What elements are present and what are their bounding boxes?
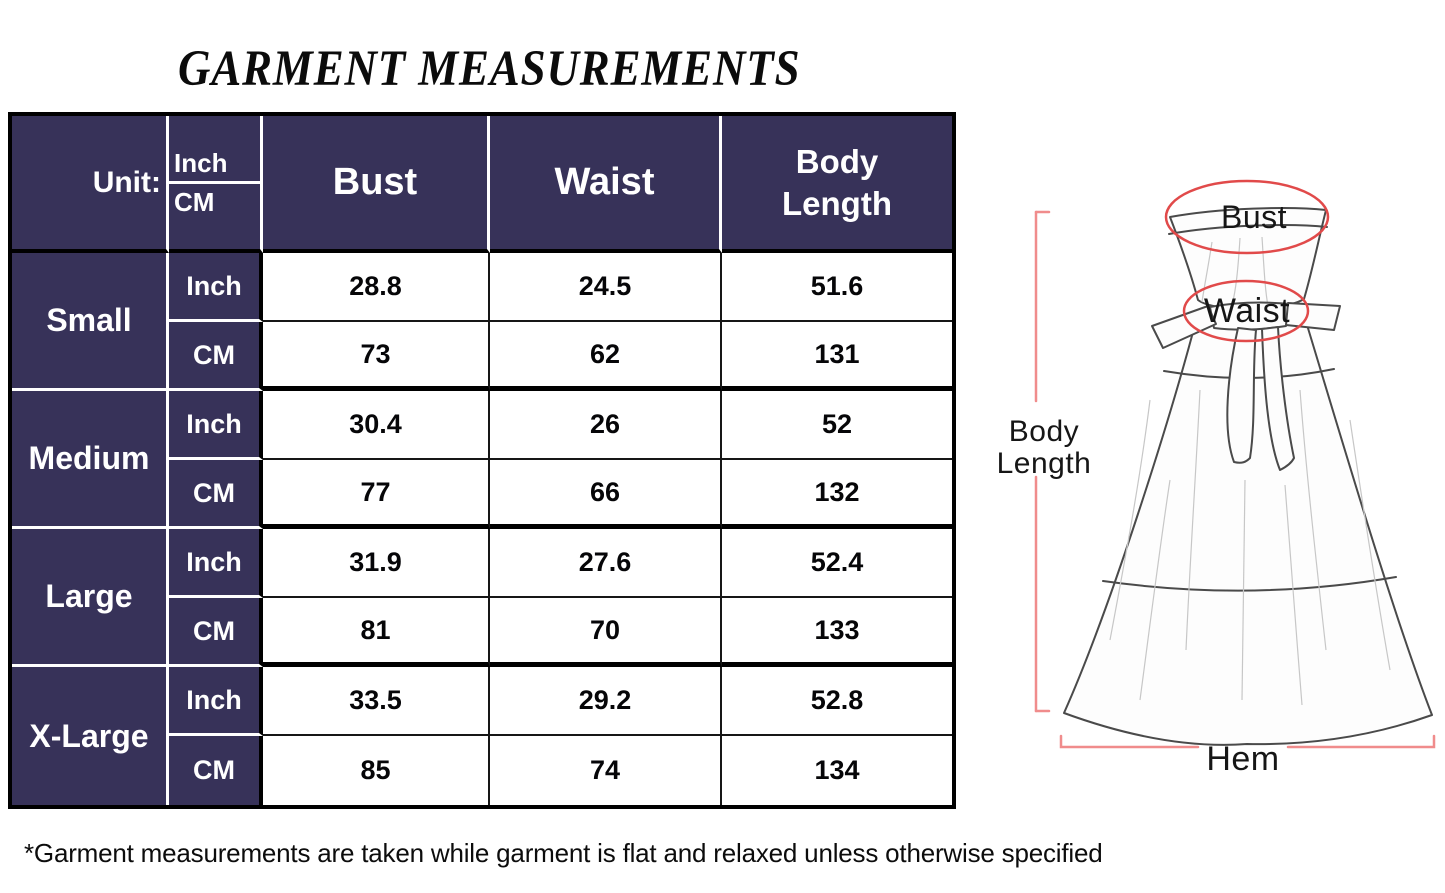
dress-diagram: Bust Waist Body Length Hem: [997, 179, 1436, 778]
measurement-cell: 29.2: [490, 667, 722, 736]
measurement-cell: 30.4: [263, 391, 490, 460]
measurement-cell: 132: [722, 460, 952, 529]
size-label-large: Large: [12, 529, 169, 667]
skirt-tier-seam: [1102, 576, 1397, 592]
row-unit-label: CM: [169, 598, 263, 667]
unit-header-cell: Unit:: [12, 116, 169, 253]
unit-cm-option: CM: [169, 181, 260, 221]
row-unit-label: CM: [169, 322, 263, 391]
unit-options-cell: Inch CM: [169, 116, 263, 253]
hem-bracket-left: [1059, 734, 1200, 749]
bust-label: Bust: [1221, 199, 1287, 235]
body-length-label-line1: Body: [1009, 415, 1079, 448]
column-header-waist: Waist: [490, 116, 722, 253]
bodice-shirring-line: [1168, 224, 1328, 235]
dress-skirt-outline: [1063, 314, 1433, 746]
measurement-cell: 24.5: [490, 253, 722, 322]
row-unit-label: CM: [169, 460, 263, 529]
page-title: GARMENT MEASUREMENTS: [178, 41, 801, 97]
row-unit-label: Inch: [169, 667, 263, 736]
measurement-cell: 33.5: [263, 667, 490, 736]
measurement-cell: 73: [263, 322, 490, 391]
measurement-cell: 26: [490, 391, 722, 460]
waist-label: Waist: [1204, 292, 1290, 330]
measurement-cell: 70: [490, 598, 722, 667]
measurement-cell: 77: [263, 460, 490, 529]
body-length-line: [1034, 210, 1051, 713]
unit-inch-option: Inch: [174, 147, 228, 178]
waist-ellipse: [1182, 279, 1310, 343]
row-unit-label: CM: [169, 736, 263, 805]
measurement-cell: 131: [722, 322, 952, 391]
measurement-cell: 74: [490, 736, 722, 805]
fabric-wrinkles: [1109, 236, 1391, 706]
column-header-body-length-text: Body Length: [782, 143, 892, 222]
measurement-cell: 52: [722, 391, 952, 460]
measurement-cell: 133: [722, 598, 952, 667]
body-length-label-line2: Length: [997, 447, 1092, 480]
measurement-cell: 66: [490, 460, 722, 529]
measurement-cell: 62: [490, 322, 722, 391]
waist-bow: [1151, 301, 1341, 471]
measurement-cell: 28.8: [263, 253, 490, 322]
measurement-cell: 31.9: [263, 529, 490, 598]
bust-ellipse: [1164, 179, 1330, 255]
measurement-cell: 52.8: [722, 667, 952, 736]
measurement-cell: 81: [263, 598, 490, 667]
measurement-cell: 27.6: [490, 529, 722, 598]
measurement-cell: 51.6: [722, 253, 952, 322]
size-label-x-large: X-Large: [12, 667, 169, 805]
size-label-small: Small: [12, 253, 169, 391]
size-chart-table: Unit: Inch CM Bust Waist Body Length Sma…: [8, 112, 956, 809]
row-unit-label: Inch: [169, 529, 263, 598]
measurement-cell: 134: [722, 736, 952, 805]
measurement-cell: 85: [263, 736, 490, 805]
hem-label: Hem: [1206, 740, 1279, 778]
row-unit-label: Inch: [169, 253, 263, 322]
size-label-medium: Medium: [12, 391, 169, 529]
hem-bracket-right: [1286, 734, 1436, 749]
footnote: *Garment measurements are taken while ga…: [24, 838, 1103, 868]
column-header-body-length: Body Length: [722, 116, 952, 253]
measurement-cell: 52.4: [722, 529, 952, 598]
row-unit-label: Inch: [169, 391, 263, 460]
column-header-bust: Bust: [263, 116, 490, 253]
